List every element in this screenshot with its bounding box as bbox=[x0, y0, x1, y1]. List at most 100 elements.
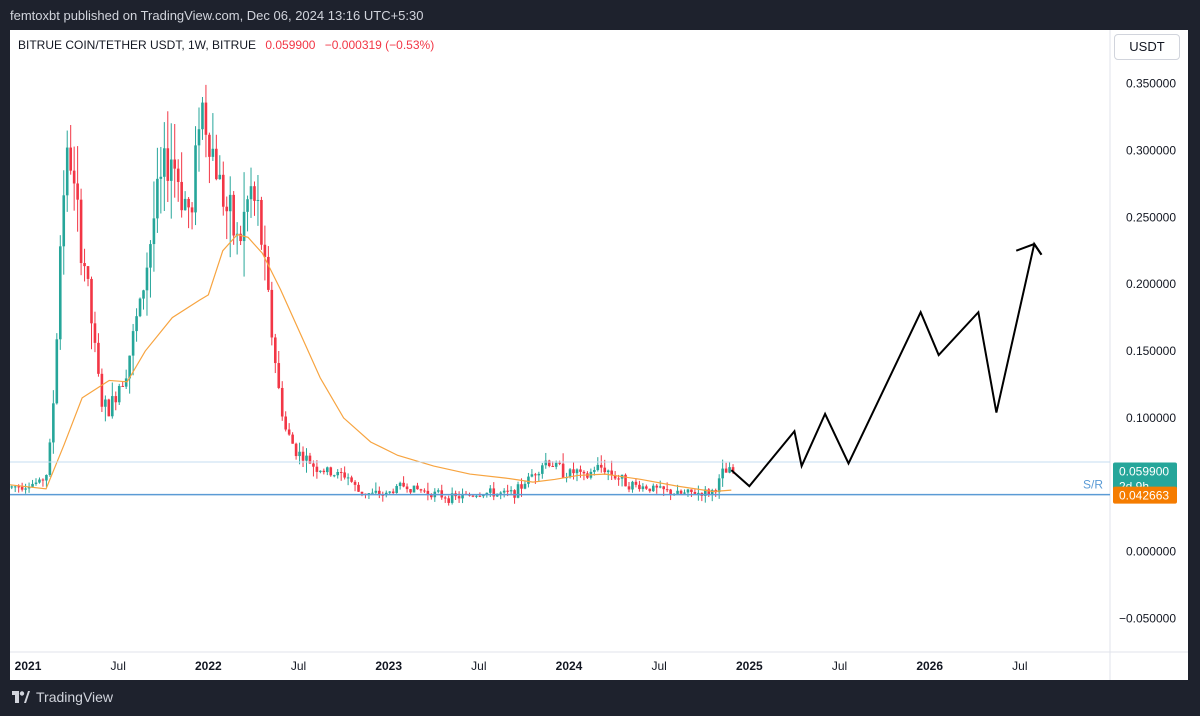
candle-body bbox=[221, 174, 225, 207]
candle-body bbox=[447, 498, 450, 503]
candle-body bbox=[551, 466, 555, 468]
candle-body bbox=[273, 337, 277, 364]
candle-body bbox=[298, 451, 301, 457]
candle-body bbox=[291, 434, 294, 444]
x-tick-label: 2022 bbox=[195, 659, 222, 673]
candle-body bbox=[13, 486, 17, 488]
candle-body bbox=[93, 323, 97, 343]
candle-body bbox=[239, 233, 242, 242]
candle-body bbox=[65, 147, 69, 196]
candle-body bbox=[478, 495, 482, 497]
tradingview-logo[interactable]: TradingView bbox=[12, 689, 113, 705]
candle-body bbox=[423, 490, 426, 492]
candle-body bbox=[561, 463, 565, 478]
candle-body bbox=[228, 194, 232, 212]
forecast-drawing bbox=[730, 241, 1043, 488]
candle-body bbox=[651, 485, 655, 492]
candle-body bbox=[475, 495, 478, 497]
candle-body bbox=[187, 198, 190, 208]
symbol-legend: BITRUE COIN/TETHER USDT, 1W, BITRUE 0.05… bbox=[18, 38, 434, 52]
candle-body bbox=[693, 491, 697, 494]
ma-line bbox=[10, 233, 732, 493]
candle-body bbox=[124, 378, 128, 387]
candle-body bbox=[558, 462, 561, 464]
candle-body bbox=[596, 464, 600, 471]
candle-body bbox=[509, 490, 513, 492]
candle-body bbox=[690, 489, 693, 492]
candle-body bbox=[27, 486, 31, 489]
candle-body bbox=[568, 469, 572, 478]
price-change: −0.000319 (−0.53%) bbox=[324, 38, 435, 52]
candle-body bbox=[502, 490, 506, 493]
candle-body bbox=[627, 486, 631, 490]
candle-body bbox=[669, 489, 672, 495]
currency-button[interactable]: USDT bbox=[1114, 34, 1180, 60]
candle-body bbox=[537, 473, 541, 476]
candle-body bbox=[582, 471, 586, 474]
candle-body bbox=[319, 470, 322, 472]
candle-body bbox=[697, 492, 700, 494]
candle-body bbox=[631, 481, 634, 490]
chart-area[interactable]: S/R 0.350000 0.300000 0.250000 0.200000 0.15… bbox=[10, 30, 1188, 680]
candle-body bbox=[159, 176, 163, 179]
candle-body bbox=[436, 490, 440, 492]
candle-body bbox=[100, 373, 104, 407]
candle-body bbox=[305, 455, 308, 461]
candle-body bbox=[197, 129, 201, 146]
candle-body bbox=[62, 195, 66, 247]
moving-average bbox=[10, 233, 732, 493]
forecast-arrowhead bbox=[1015, 242, 1043, 256]
candle-body bbox=[575, 469, 579, 474]
y-tick-label: 0.100000 bbox=[1126, 411, 1176, 425]
candle-body bbox=[163, 148, 166, 177]
candle-body bbox=[388, 491, 392, 493]
candle-body bbox=[104, 399, 107, 407]
candle-body bbox=[41, 479, 45, 481]
candle-body bbox=[645, 486, 648, 489]
candle-body bbox=[728, 467, 731, 473]
candle-body bbox=[117, 385, 121, 403]
candle-body bbox=[208, 134, 211, 157]
candle-body bbox=[450, 493, 454, 503]
candle-body bbox=[215, 148, 218, 180]
sr-price-badge bbox=[1113, 486, 1177, 504]
x-tick-label: Jul bbox=[471, 659, 486, 673]
forecast-path bbox=[730, 241, 1043, 488]
candle-body bbox=[253, 186, 256, 201]
candle-body bbox=[610, 470, 613, 476]
candle-body bbox=[86, 266, 90, 279]
candle-body bbox=[138, 298, 142, 317]
candle-body bbox=[603, 467, 607, 473]
candle-body bbox=[721, 468, 724, 479]
candle-body bbox=[111, 396, 114, 417]
candle-body bbox=[339, 472, 343, 474]
candle-body bbox=[256, 199, 260, 201]
candle-body bbox=[641, 486, 645, 490]
candle-body bbox=[218, 174, 222, 180]
candle-body bbox=[211, 148, 215, 157]
candle-body bbox=[277, 363, 281, 388]
candle-body bbox=[541, 465, 544, 474]
candle-body bbox=[374, 490, 378, 493]
price-chart[interactable]: S/R 0.350000 0.300000 0.250000 0.200000 0.15… bbox=[10, 30, 1188, 680]
candle-body bbox=[142, 290, 145, 299]
candle-body bbox=[204, 102, 208, 135]
candle-body bbox=[173, 159, 177, 169]
time-axis: 2021 Jul 2022 Jul 2023 Jul 2024 Jul 2025 Jul 2026 J… bbox=[15, 659, 1028, 673]
x-tick-label: Jul bbox=[111, 659, 126, 673]
candle-body bbox=[194, 145, 197, 213]
horizontal-lines: S/R bbox=[10, 461, 1110, 496]
candle-body bbox=[665, 489, 669, 491]
symbol-name: BITRUE COIN/TETHER USDT, 1W, BITRUE bbox=[18, 38, 257, 52]
candle-body bbox=[398, 482, 402, 487]
candle-body bbox=[593, 470, 596, 472]
candle-body bbox=[45, 474, 48, 481]
candle-body bbox=[547, 460, 551, 467]
candle-body bbox=[613, 475, 617, 479]
candle-body bbox=[707, 489, 711, 495]
candle-body bbox=[416, 485, 419, 490]
candle-body bbox=[131, 331, 135, 356]
candle-body bbox=[55, 339, 59, 404]
candle-body bbox=[97, 342, 100, 374]
candle-body bbox=[301, 451, 305, 461]
